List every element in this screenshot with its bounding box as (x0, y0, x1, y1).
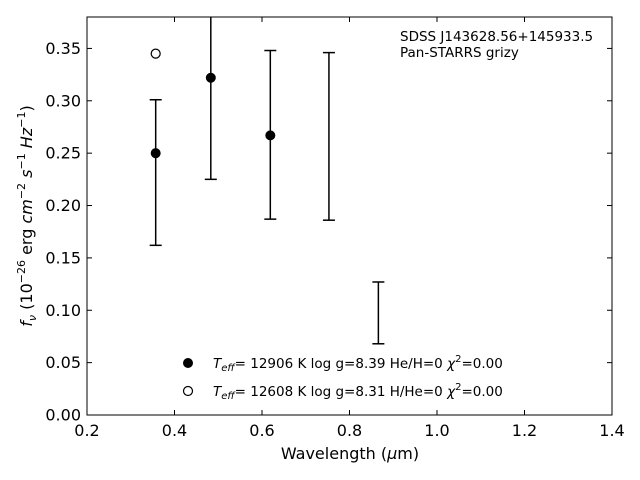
error-bar (149, 98, 162, 247)
x-axis-label: Wavelength (μm) (281, 444, 419, 463)
legend-entry-1-prefix: T (213, 356, 223, 372)
data-layer (149, 17, 385, 345)
legend-entry-1: Teff= 12906 K log g=8.39 He/H=0 χ2=0.00 (213, 354, 503, 374)
legend-entry-1-chi: χ (446, 356, 456, 372)
x-tick-label: 1.0 (424, 421, 449, 440)
y-tick-label: 0.05 (45, 353, 81, 372)
error-bar (322, 51, 335, 221)
legend-entry-2: Teff= 12608 K log g=8.31 H/He=0 χ2=0.00 (213, 382, 503, 402)
x-tick-label: 1.4 (599, 421, 624, 440)
legend-entry-2-chi-val: =0.00 (461, 384, 502, 400)
legend-entry-2-chi: χ (446, 384, 456, 400)
x-tick-label: 0.8 (337, 421, 362, 440)
legend-entry-1-rest: = 12906 K log g=8.39 He/H=0 (235, 356, 447, 372)
legend: Teff= 12906 K log g=8.39 He/H=0 χ2=0.00 … (182, 354, 503, 402)
legend-marker-open (182, 385, 194, 397)
y-tick-label: 0.25 (45, 144, 81, 163)
point-filled (150, 148, 161, 159)
legend-entry-1-chi-exp: 2 (455, 354, 461, 365)
x-tick-label: 1.2 (512, 421, 537, 440)
point-open (150, 48, 161, 59)
plot-area-frame (86, 16, 613, 416)
y-tick-label: 0.20 (45, 196, 81, 215)
error-bar (372, 281, 385, 345)
annotation-block: SDSS J143628.56+145933.5 Pan-STARRS griz… (400, 29, 593, 61)
y-tick-label: 0.35 (45, 39, 81, 58)
legend-entry-1-chi-val: =0.00 (461, 356, 502, 372)
y-tick-label: 0.10 (45, 301, 81, 320)
y-tick-label: 0.30 (45, 91, 81, 110)
annotation-line-2: Pan-STARRS grizy (400, 45, 519, 61)
legend-entry-2-rest: = 12608 K log g=8.31 H/He=0 (235, 384, 447, 400)
legend-entry-2-prefix: T (213, 384, 223, 400)
error-bar (204, 17, 217, 181)
annotation-line-1: SDSS J143628.56+145933.5 (400, 29, 593, 45)
ticks-layer: 0.2 0.4 0.6 0.8 1.0 1.2 1.4 0.00 0.05 0.10 0.15 0.2… (45, 17, 625, 440)
point-filled (265, 130, 276, 141)
x-tick-label: 0.4 (162, 421, 187, 440)
y-tick-label: 0.00 (45, 406, 81, 425)
y-tick-label: 0.15 (45, 248, 81, 267)
x-tick-label: 0.2 (74, 421, 99, 440)
y-axis-label: fν (10−26 erg cm−2 s−1 Hz−1) (15, 105, 39, 326)
legend-marker-filled (183, 358, 193, 368)
legend-entry-1-sub: eff (221, 363, 236, 374)
x-tick-label: 0.6 (249, 421, 274, 440)
point-filled (205, 72, 216, 83)
legend-entry-2-sub: eff (221, 391, 236, 402)
legend-entry-2-chi-exp: 2 (455, 382, 461, 393)
